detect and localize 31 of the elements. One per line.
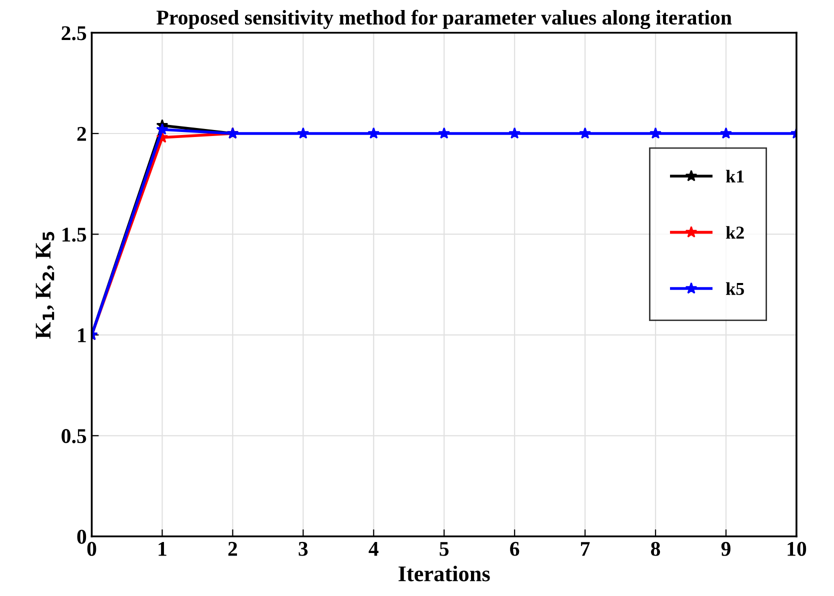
point <box>297 127 310 139</box>
point <box>579 127 592 139</box>
point <box>720 127 732 139</box>
y-tick-label: 2 <box>77 126 86 141</box>
y-axis-title: K$_{1}$, K$_{2}$, K$_{5}$ <box>36 232 54 339</box>
y-tick-label: 0.5 <box>62 429 86 444</box>
y-tick-label: 1 <box>78 328 86 342</box>
x-tick-label: 9 <box>721 542 730 556</box>
x-tick-label: 5 <box>440 542 449 556</box>
x-tick-label: 0 <box>87 542 96 556</box>
x-tick-label: 6 <box>510 542 520 556</box>
x-axis-title: Iterations <box>398 566 490 582</box>
x-tick-label: 10 <box>788 542 806 556</box>
legend-label: k1 <box>726 170 744 182</box>
y-tick-label: 0 <box>77 530 86 544</box>
x-tick-label: 3 <box>298 542 308 556</box>
x-tick-label: 8 <box>651 542 660 556</box>
legend-label: k5 <box>726 282 744 296</box>
point <box>156 123 168 135</box>
point <box>508 127 521 139</box>
y-tick-label: 2.5 <box>62 26 86 40</box>
chart-title: Proposed sensitivity method for parameter values along iteration <box>156 10 732 30</box>
legend-label: k2 <box>726 226 744 239</box>
point <box>368 127 380 139</box>
y-tick-label: 1.5 <box>62 228 86 242</box>
x-tick-label: 1 <box>158 542 166 556</box>
point <box>650 127 662 139</box>
point <box>438 127 450 139</box>
x-tick-label: 7 <box>581 542 590 556</box>
x-tick-label: 2 <box>228 542 237 556</box>
x-tick-label: 4 <box>368 542 378 556</box>
